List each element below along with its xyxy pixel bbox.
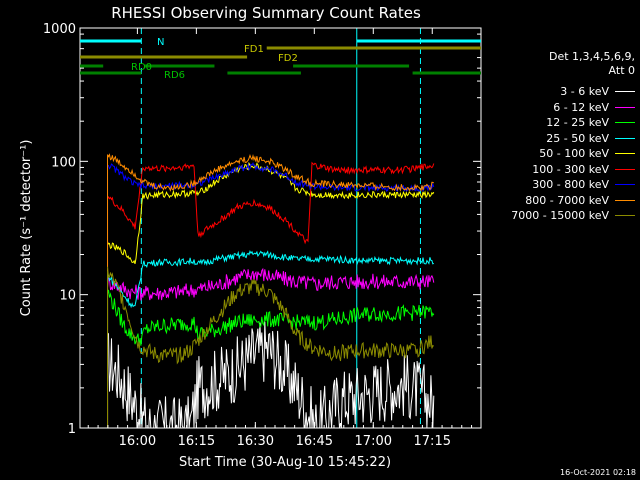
x-tick-label-1: 16:15	[178, 434, 215, 449]
y-tick-label-1: 10	[59, 289, 76, 304]
series-line-8	[107, 266, 435, 365]
legend-label: 100 - 300 keV	[532, 162, 609, 176]
legend-label: 800 - 7000 keV	[525, 193, 609, 207]
chart-title: RHESSI Observing Summary Count Rates	[111, 4, 421, 22]
series-line-2	[107, 289, 435, 346]
legend-item: 800 - 7000 keV	[470, 193, 635, 209]
generation-timestamp: 16-Oct-2021 02:18	[560, 468, 636, 477]
legend-label: 300 - 800 keV	[532, 178, 609, 192]
series-line-0	[107, 321, 435, 429]
legend-swatch	[615, 137, 635, 139]
legend: Det 1,3,4,5,6,9, Att 0 3 - 6 keV 6 - 12 k…	[470, 50, 635, 224]
legend-label: 25 - 50 keV	[546, 131, 609, 145]
legend-item: 100 - 300 keV	[470, 162, 635, 178]
legend-swatch	[615, 122, 635, 124]
x-tick-label-4: 17:00	[355, 434, 392, 449]
plot-frame	[79, 27, 482, 429]
legend-label: 7000 - 15000 keV	[511, 209, 609, 223]
legend-swatch	[615, 199, 635, 201]
x-tick-label-5: 17:15	[414, 434, 451, 449]
legend-swatch	[615, 153, 635, 155]
x-axis: 16:00 16:15 16:30 16:45 17:00 17:15	[87, 28, 473, 449]
legend-swatch	[615, 106, 635, 108]
y-tick-label-2: 100	[51, 155, 76, 170]
legend-swatch	[615, 91, 635, 93]
legend-item: 50 - 100 keV	[470, 146, 635, 162]
legend-item: 300 - 800 keV	[470, 177, 635, 193]
flag-label-n: N	[157, 37, 164, 48]
y-axis-label: Count Rate (s⁻¹ detector⁻¹)	[19, 140, 34, 317]
legend-swatch	[615, 215, 635, 217]
x-tick-label-0: 16:00	[119, 434, 156, 449]
legend-item: 6 - 12 keV	[470, 100, 635, 116]
legend-rows: 3 - 6 keV 6 - 12 keV 12 - 25 keV 25 - 50 ke…	[470, 84, 635, 224]
legend-swatch	[615, 184, 635, 186]
legend-item: 7000 - 15000 keV	[470, 208, 635, 224]
series-line-5	[107, 161, 435, 245]
x-axis-label: Start Time (30-Aug-10 15:45:22)	[179, 455, 391, 470]
legend-swatch	[615, 168, 635, 170]
legend-header-line-1: Det 1,3,4,5,6,9,	[548, 50, 635, 63]
legend-item: 3 - 6 keV	[470, 84, 635, 100]
legend-item: 12 - 25 keV	[470, 115, 635, 131]
flag-label-rd0: RD0	[131, 62, 152, 73]
x-tick-label-3: 16:45	[296, 434, 333, 449]
x-tick-label-2: 16:30	[237, 434, 274, 449]
legend-item: 25 - 50 keV	[470, 131, 635, 147]
legend-label: 50 - 100 keV	[539, 147, 609, 161]
legend-label: 3 - 6 keV	[560, 85, 609, 99]
legend-header-line-2: Att 0	[608, 64, 635, 77]
series-line-3	[107, 249, 434, 309]
legend-label: 6 - 12 keV	[553, 100, 609, 114]
series-line-7	[107, 153, 435, 192]
flag-label-fd1: FD1	[244, 44, 264, 55]
legend-label: 12 - 25 keV	[546, 116, 609, 130]
series-line-1	[107, 267, 435, 301]
y-tick-label-3: 1000	[43, 22, 76, 37]
flag-label-fd2: FD2	[278, 53, 298, 64]
flag-bars: N FD1 FD2 RD0 RD6	[80, 37, 481, 81]
y-tick-label-0: 1	[68, 422, 76, 437]
flag-label-rd6: RD6	[164, 70, 185, 81]
